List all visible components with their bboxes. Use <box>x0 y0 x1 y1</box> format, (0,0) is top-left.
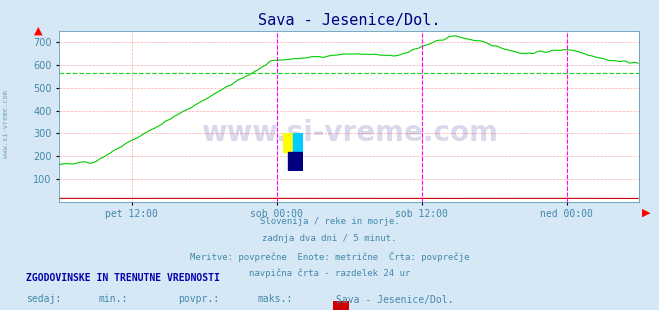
Text: maks.:: maks.: <box>257 294 292 304</box>
Text: www.si-vreme.com: www.si-vreme.com <box>3 90 9 158</box>
Text: www.si-vreme.com: www.si-vreme.com <box>201 119 498 147</box>
Text: ▶: ▶ <box>642 208 650 218</box>
Text: navpična črta - razdelek 24 ur: navpična črta - razdelek 24 ur <box>249 268 410 278</box>
Text: Meritve: povprečne  Enote: metrične  Črta: povprečje: Meritve: povprečne Enote: metrične Črta:… <box>190 251 469 262</box>
Bar <box>293 133 303 152</box>
Text: sedaj:: sedaj: <box>26 294 61 304</box>
Text: ▲: ▲ <box>34 26 43 36</box>
Text: Slovenija / reke in morje.: Slovenija / reke in morje. <box>260 217 399 226</box>
Text: zadnja dva dni / 5 minut.: zadnja dva dni / 5 minut. <box>262 234 397 243</box>
Text: ZGODOVINSKE IN TRENUTNE VREDNOSTI: ZGODOVINSKE IN TRENUTNE VREDNOSTI <box>26 273 220 283</box>
Bar <box>283 133 293 152</box>
Text: povpr.:: povpr.: <box>178 294 219 304</box>
Text: min.:: min.: <box>99 294 129 304</box>
Title: Sava - Jesenice/Dol.: Sava - Jesenice/Dol. <box>258 13 440 29</box>
Text: Sava - Jesenice/Dol.: Sava - Jesenice/Dol. <box>336 294 453 304</box>
Bar <box>289 152 303 171</box>
